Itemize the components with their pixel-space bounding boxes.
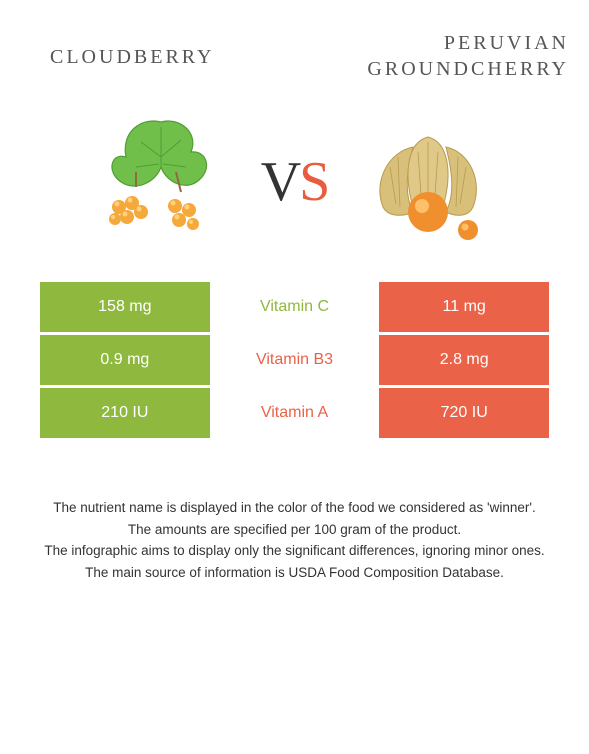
vs-label: VS [261,150,329,214]
right-value: 2.8 mg [379,335,549,385]
nutrient-label: Vitamin A [210,388,380,438]
right-value: 11 mg [379,282,549,332]
footnote-line: The amounts are specified per 100 gram o… [30,520,559,540]
hero-row: VS [0,92,589,282]
footnote-line: The infographic aims to display only the… [30,541,559,561]
right-food-title: PERUVIAN GROUNDCHERRY [310,30,570,82]
footnote-line: The main source of information is USDA F… [30,563,559,583]
cloudberry-illustration [91,112,231,252]
footnote-line: The nutrient name is displayed in the co… [30,498,559,518]
left-food-title: CLOUDBERRY [20,30,310,82]
left-value: 210 IU [40,388,210,438]
header: CLOUDBERRY PERUVIAN GROUNDCHERRY [0,0,589,92]
nutrient-label: Vitamin B3 [210,335,380,385]
comparison-table: 158 mgVitamin C11 mg0.9 mgVitamin B32.8 … [40,282,549,438]
vs-v: V [261,151,299,213]
table-row: 210 IUVitamin A720 IU [40,388,549,438]
groundcherry-illustration [358,112,498,252]
left-value: 0.9 mg [40,335,210,385]
left-value: 158 mg [40,282,210,332]
footnotes: The nutrient name is displayed in the co… [30,498,559,582]
right-value: 720 IU [379,388,549,438]
nutrient-label: Vitamin C [210,282,380,332]
table-row: 158 mgVitamin C11 mg [40,282,549,332]
table-row: 0.9 mgVitamin B32.8 mg [40,335,549,385]
vs-s: S [299,151,328,213]
